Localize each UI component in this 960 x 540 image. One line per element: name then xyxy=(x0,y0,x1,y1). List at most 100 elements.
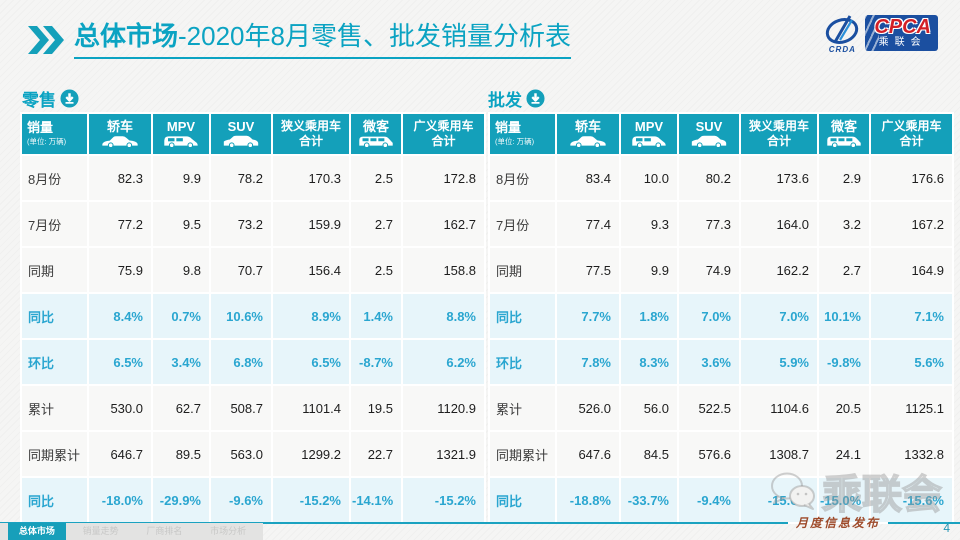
table-row: 同比 8.4% 0.7% 10.6% 8.9% 1.4% 8.8% xyxy=(22,294,484,338)
cell-value: 75.9 xyxy=(89,248,151,292)
cell-value: -15.0% xyxy=(819,478,869,522)
cpca-logo: CRDA CPCA 乘联会 xyxy=(823,12,938,54)
cell-value: 8.8% xyxy=(403,294,484,338)
cell-value: 158.8 xyxy=(403,248,484,292)
cell-value: 5.6% xyxy=(871,340,952,384)
row-label: 同期累计 xyxy=(22,432,87,476)
suv-icon xyxy=(680,135,738,149)
cell-value: 173.6 xyxy=(741,156,817,200)
cell-value: 170.3 xyxy=(273,156,349,200)
cell-value: -29.9% xyxy=(153,478,209,522)
cell-value: 1101.4 xyxy=(273,386,349,430)
download-arrow-icon xyxy=(526,89,545,108)
cell-value: 77.4 xyxy=(557,202,619,246)
suv-icon xyxy=(212,135,270,149)
cell-value: -9.8% xyxy=(819,340,869,384)
cell-value: 89.5 xyxy=(153,432,209,476)
divider-line xyxy=(888,521,960,524)
row-label: 累计 xyxy=(490,386,555,430)
cell-value: -33.7% xyxy=(621,478,677,522)
cell-value: 1.4% xyxy=(351,294,401,338)
cell-value: 77.5 xyxy=(557,248,619,292)
cell-value: 647.6 xyxy=(557,432,619,476)
cell-value: 530.0 xyxy=(89,386,151,430)
cell-value: 159.9 xyxy=(273,202,349,246)
cell-value: -15.6% xyxy=(871,478,952,522)
table-row: 7月份 77.2 9.5 73.2 159.9 2.7 162.7 xyxy=(22,202,484,246)
microvan-icon xyxy=(352,135,400,149)
footer-tab[interactable]: 总体市场 xyxy=(8,523,66,540)
cell-value: 9.9 xyxy=(153,156,209,200)
row-label: 累计 xyxy=(22,386,87,430)
row-label: 8月份 xyxy=(22,156,87,200)
page-number: 4 xyxy=(943,521,950,535)
column-header: 狭义乘用车 合计 xyxy=(741,114,817,154)
cell-value: 7.8% xyxy=(557,340,619,384)
release-label: 月度信息发布 xyxy=(795,516,880,530)
column-header: MPV xyxy=(153,114,209,154)
cell-value: 2.7 xyxy=(351,202,401,246)
mpv-icon xyxy=(154,135,208,149)
row-label: 同比 xyxy=(22,478,87,522)
cell-value: -9.4% xyxy=(679,478,739,522)
cell-value: 3.6% xyxy=(679,340,739,384)
page-title-bold: 总体市场 xyxy=(74,21,179,51)
wholesale-section-label: 批发 xyxy=(488,86,545,111)
cell-value: 6.5% xyxy=(273,340,349,384)
cell-value: 526.0 xyxy=(557,386,619,430)
cell-value: -8.7% xyxy=(351,340,401,384)
cell-value: 22.7 xyxy=(351,432,401,476)
cell-value: 70.7 xyxy=(211,248,271,292)
cell-value: 576.6 xyxy=(679,432,739,476)
cell-value: -15.2% xyxy=(403,478,484,522)
column-header: 狭义乘用车 合计 xyxy=(273,114,349,154)
footer-tab[interactable]: 厂商排名 xyxy=(146,526,183,536)
cell-value: 2.9 xyxy=(819,156,869,200)
row-label: 7月份 xyxy=(22,202,87,246)
table-row: 同期累计 647.6 84.5 576.6 1308.7 24.1 1332.8 xyxy=(490,432,952,476)
cell-value: 9.3 xyxy=(621,202,677,246)
cell-value: 2.7 xyxy=(819,248,869,292)
table-row: 环比 7.8% 8.3% 3.6% 5.9% -9.8% 5.6% xyxy=(490,340,952,384)
cell-value: 19.5 xyxy=(351,386,401,430)
cell-value: 9.5 xyxy=(153,202,209,246)
cell-value: 9.8 xyxy=(153,248,209,292)
cell-value: 56.0 xyxy=(621,386,677,430)
cell-value: 3.2 xyxy=(819,202,869,246)
cell-value: 2.5 xyxy=(351,156,401,200)
row-label: 同期累计 xyxy=(490,432,555,476)
retail-table: 销量 (单位: 万辆) 轿车 MPV SUV 狭义乘用车 合计 微客 广义乘用车 合计 8月份 82.… xyxy=(20,112,486,524)
slide-header: 总体市场-2020年8月零售、批发销量分析表 xyxy=(28,21,571,59)
row-label: 同比 xyxy=(22,294,87,338)
cell-value: 7.0% xyxy=(679,294,739,338)
table-row: 累计 530.0 62.7 508.7 1101.4 19.5 1120.9 xyxy=(22,386,484,430)
cell-value: 176.6 xyxy=(871,156,952,200)
sedan-icon xyxy=(558,135,618,149)
footer-tab[interactable]: 市场分析 xyxy=(210,526,247,536)
cell-value: 73.2 xyxy=(211,202,271,246)
sales-header-cell: 销量 (单位: 万辆) xyxy=(490,114,555,154)
cell-value: 167.2 xyxy=(871,202,952,246)
cell-value: 1299.2 xyxy=(273,432,349,476)
table-row: 同比 -18.0% -29.9% -9.6% -15.2% -14.1% -15.2% xyxy=(22,478,484,522)
download-arrow-icon xyxy=(60,89,79,108)
cpca-org-label: 乘联会 xyxy=(878,37,927,48)
table-row: 同比 -18.8% -33.7% -9.4% -15.6% -15.0% -15.6% xyxy=(490,478,952,522)
cell-value: 82.3 xyxy=(89,156,151,200)
table-row: 8月份 82.3 9.9 78.2 170.3 2.5 172.8 xyxy=(22,156,484,200)
row-label: 同比 xyxy=(490,478,555,522)
cell-value: 1104.6 xyxy=(741,386,817,430)
footer-tab[interactable]: 销量走势 xyxy=(82,526,119,536)
cell-value: 164.9 xyxy=(871,248,952,292)
cell-value: 20.5 xyxy=(819,386,869,430)
cell-value: 7.7% xyxy=(557,294,619,338)
cell-value: 522.5 xyxy=(679,386,739,430)
cell-value: 10.0 xyxy=(621,156,677,200)
cell-value: 8.3% xyxy=(621,340,677,384)
release-divider: 月度信息发布 xyxy=(0,514,960,531)
cell-value: 1332.8 xyxy=(871,432,952,476)
wholesale-section-text: 批发 xyxy=(488,91,522,110)
column-header: 轿车 xyxy=(557,114,619,154)
retail-section-text: 零售 xyxy=(22,91,56,110)
